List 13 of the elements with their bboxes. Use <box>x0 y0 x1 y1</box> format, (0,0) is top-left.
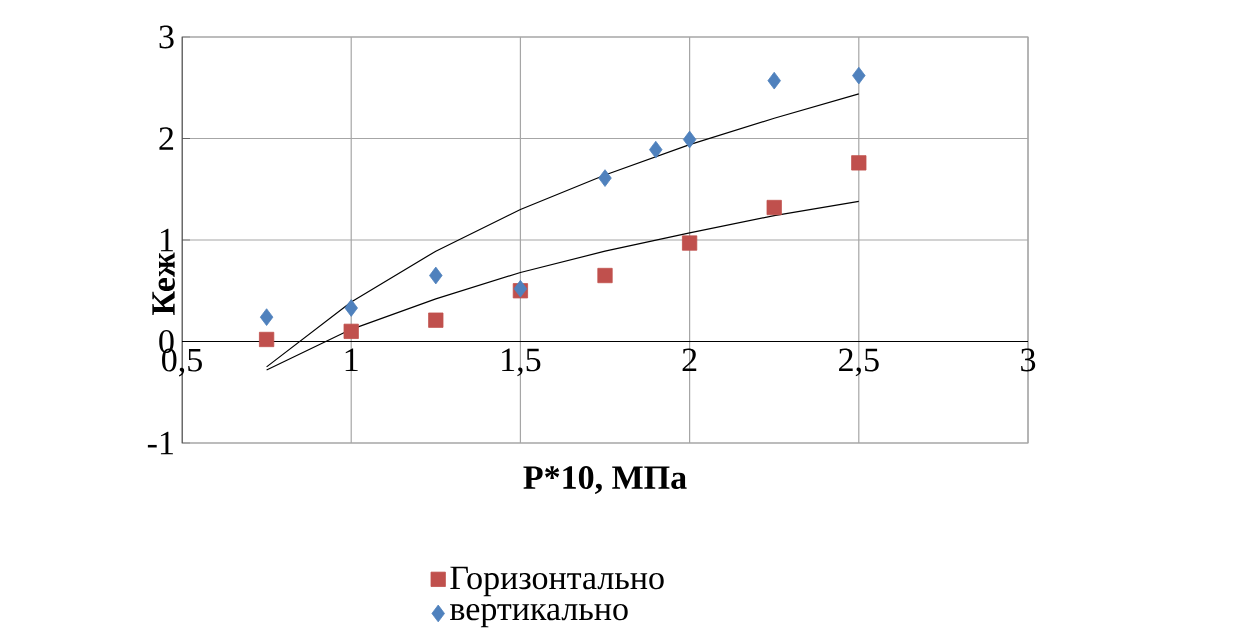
y-tick-label: 1 <box>160 228 173 252</box>
legend-label: вертикально <box>450 603 628 628</box>
y-tick-label: 3 <box>159 25 174 49</box>
x-tick-label: 1,5 <box>502 348 541 377</box>
y-axis-title: Кеж <box>152 252 175 315</box>
x-tick-label: 2 <box>682 348 697 372</box>
x-tick-label: 3 <box>1021 348 1036 372</box>
x-tick-label: 1 <box>345 348 358 372</box>
y-tick-label: -1 <box>147 431 173 455</box>
x-tick-label: 2,5 <box>839 348 879 377</box>
x-axis-title: P*10, МПа <box>523 466 687 494</box>
legend-label: Горизонтально <box>450 566 664 597</box>
y-tick-label: 2 <box>159 127 174 150</box>
